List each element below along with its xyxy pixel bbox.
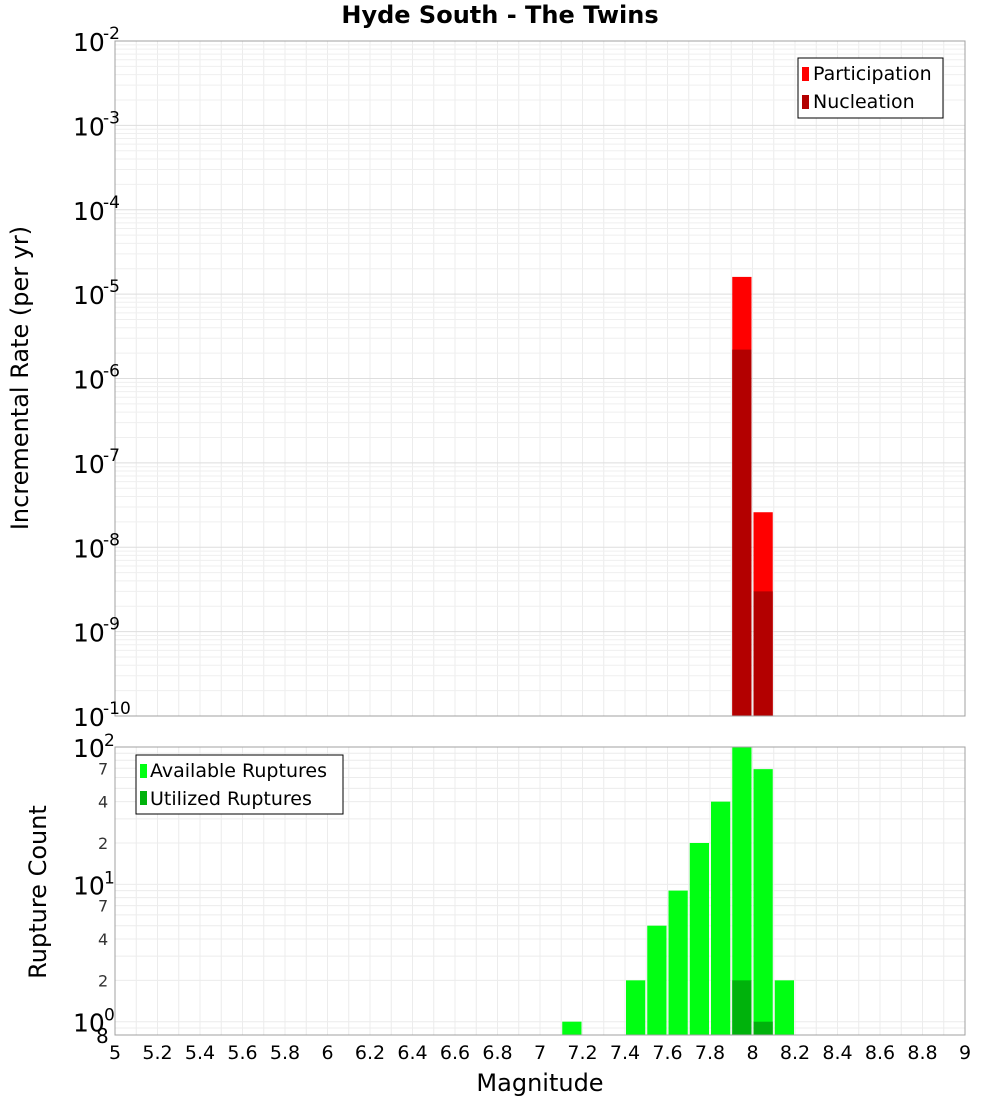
x-tick-5.8: 5.8 bbox=[270, 1042, 300, 1064]
x-tick-8.8: 8.8 bbox=[907, 1042, 937, 1064]
bottom-legend: Available Ruptures Utilized Ruptures bbox=[135, 754, 344, 815]
x-tick-7.4: 7.4 bbox=[610, 1042, 640, 1064]
x-tick-6.2: 6.2 bbox=[355, 1042, 385, 1064]
legend-participation-swatch bbox=[802, 67, 809, 81]
top-y-tick-exp--7: -7 bbox=[103, 446, 120, 466]
legend-nucleation-swatch bbox=[802, 95, 809, 109]
bottom-y-tick-1: 10 bbox=[73, 871, 105, 900]
x-tick-8.6: 8.6 bbox=[865, 1042, 895, 1064]
top-y-tick--3: 10 bbox=[73, 112, 105, 141]
bar-available-ruptures-8.05 bbox=[753, 769, 773, 1035]
legend-available-swatch bbox=[140, 764, 147, 778]
bar-available-ruptures-7.95 bbox=[732, 747, 752, 1035]
x-tick-5.4: 5.4 bbox=[185, 1042, 215, 1064]
top-y-tick--6: 10 bbox=[73, 366, 105, 395]
top-y-tick-exp--8: -8 bbox=[103, 530, 120, 550]
bottom-plot-frame bbox=[114, 746, 966, 1036]
top-y-tick--8: 10 bbox=[73, 534, 105, 563]
bar-utilized-ruptures-7.95 bbox=[732, 980, 752, 1035]
x-tick-8.2: 8.2 bbox=[780, 1042, 810, 1064]
chart-title: Hyde South - The Twins bbox=[341, 1, 658, 29]
x-tick-6: 6 bbox=[321, 1042, 333, 1064]
legend-participation-label: Participation bbox=[813, 63, 932, 85]
bar-available-ruptures-8.15 bbox=[774, 980, 794, 1035]
top-y-tick--7: 10 bbox=[73, 450, 105, 479]
bottom-y-minor-tick-5: 4 bbox=[98, 793, 108, 812]
x-tick-6.6: 6.6 bbox=[440, 1042, 470, 1064]
bar-available-ruptures-7.45 bbox=[626, 980, 646, 1035]
bottom-y-minor-tick-2: 4 bbox=[98, 930, 108, 949]
top-legend: Participation Nucleation bbox=[797, 57, 944, 119]
legend-available-label: Available Ruptures bbox=[150, 760, 327, 782]
bar-available-ruptures-7.55 bbox=[647, 925, 667, 1035]
bottom-y-minor-tick-3: 7 bbox=[98, 897, 108, 916]
top-y-tick--10: 10 bbox=[73, 703, 105, 732]
x-tick-8: 8 bbox=[746, 1042, 758, 1064]
bar-available-ruptures-7.65 bbox=[668, 890, 688, 1035]
top-y-tick-exp--6: -6 bbox=[103, 362, 120, 382]
bottom-y-tick-exp-1: 1 bbox=[104, 868, 115, 888]
bottom-y-tick-0: 10 bbox=[73, 1009, 105, 1038]
bar-available-ruptures-7.75 bbox=[689, 843, 709, 1035]
x-axis-label: Magnitude bbox=[476, 1069, 603, 1097]
legend-utilized-label: Utilized Ruptures bbox=[150, 788, 312, 810]
top-plot-frame bbox=[114, 40, 966, 717]
top-y-tick-exp--9: -9 bbox=[103, 615, 120, 635]
bottom-y-tick-2: 10 bbox=[73, 734, 105, 763]
bottom-y-minor-tick-0: 8 bbox=[96, 1024, 109, 1048]
top-y-tick--5: 10 bbox=[73, 281, 105, 310]
bar-nucleation-7.95 bbox=[732, 349, 752, 716]
bottom-y-minor-tick-4: 2 bbox=[98, 834, 108, 853]
x-tick-6.8: 6.8 bbox=[482, 1042, 512, 1064]
bar-nucleation-8.05 bbox=[753, 591, 773, 716]
x-tick-5: 5 bbox=[109, 1042, 121, 1064]
bar-available-ruptures-7.15 bbox=[562, 1021, 582, 1035]
legend-utilized-swatch bbox=[140, 791, 147, 805]
top-grid bbox=[114, 41, 966, 717]
bottom-y-minor-tick-6: 7 bbox=[98, 759, 108, 778]
bottom-y-axis-label: Rupture Count bbox=[24, 805, 52, 979]
bar-available-ruptures-7.85 bbox=[711, 801, 731, 1035]
x-tick-7: 7 bbox=[534, 1042, 546, 1064]
bottom-grid bbox=[114, 747, 966, 1035]
x-tick-7.2: 7.2 bbox=[567, 1042, 597, 1064]
x-tick-9: 9 bbox=[959, 1042, 971, 1064]
x-tick-5.6: 5.6 bbox=[227, 1042, 257, 1064]
x-tick-8.4: 8.4 bbox=[822, 1042, 852, 1064]
top-y-tick-exp--4: -4 bbox=[103, 193, 120, 213]
x-tick-7.8: 7.8 bbox=[695, 1042, 725, 1064]
x-tick-5.2: 5.2 bbox=[142, 1042, 172, 1064]
top-y-tick--4: 10 bbox=[73, 197, 105, 226]
top-y-tick-exp--10: -10 bbox=[103, 699, 131, 719]
top-y-tick-exp--3: -3 bbox=[103, 108, 120, 128]
bottom-y-minor-tick-1: 2 bbox=[98, 971, 108, 990]
bottom-y-tick-exp-2: 2 bbox=[104, 731, 115, 751]
x-tick-6.4: 6.4 bbox=[397, 1042, 427, 1064]
top-y-tick--2: 10 bbox=[73, 28, 105, 57]
top-y-tick-exp--2: -2 bbox=[103, 24, 120, 44]
bar-utilized-ruptures-8.05 bbox=[753, 1021, 773, 1035]
legend-nucleation-label: Nucleation bbox=[813, 91, 915, 113]
top-y-axis-label: Incremental Rate (per yr) bbox=[6, 226, 34, 530]
top-y-tick--9: 10 bbox=[73, 619, 105, 648]
top-y-tick-exp--5: -5 bbox=[103, 277, 120, 297]
bottom-y-tick-exp-0: 0 bbox=[104, 1006, 115, 1026]
x-tick-7.6: 7.6 bbox=[652, 1042, 682, 1064]
